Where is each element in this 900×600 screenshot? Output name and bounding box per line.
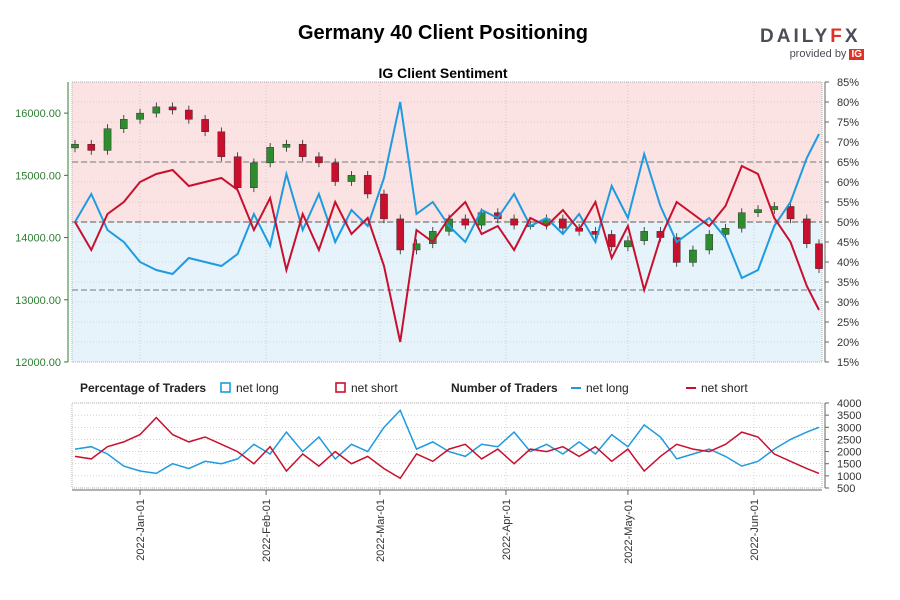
price-tick-label: 12000.00 [15, 357, 61, 369]
sentiment-tick-label: 80% [837, 97, 859, 109]
count-tick-label: 4000 [837, 398, 861, 410]
candle [705, 234, 714, 251]
candle [607, 234, 616, 248]
sentiment-tick-label: 40% [837, 257, 859, 269]
price-tick-label: 14000.00 [15, 233, 61, 245]
chart-title: Germany 40 Client Positioning [297, 22, 589, 44]
sentiment-tick-label: 25% [837, 317, 859, 329]
candle [559, 218, 567, 229]
count-tick-label: 1500 [837, 459, 861, 471]
candle [624, 240, 632, 248]
sentiment-tick-label: 65% [837, 157, 859, 169]
price-tick-label: 16000.00 [15, 108, 61, 120]
candle [815, 243, 823, 269]
candle [380, 193, 388, 220]
count-tick-label: 500 [837, 483, 855, 495]
net-short-zone [72, 82, 822, 222]
candle [119, 119, 128, 129]
count-tick-label: 3000 [837, 422, 861, 434]
candle [510, 218, 518, 226]
sentiment-tick-label: 70% [837, 137, 859, 149]
candle [71, 144, 79, 149]
legend-label-count-net-long: net long [586, 381, 629, 395]
count-tick-label: 2000 [837, 447, 861, 459]
logo-provided-by: provided by IG [789, 48, 864, 60]
candle [282, 144, 291, 148]
candle [803, 218, 811, 244]
candle [266, 147, 274, 164]
sentiment-tick-label: 35% [837, 277, 859, 289]
legend-swatch-net-short [335, 382, 346, 393]
candle [754, 209, 762, 213]
candle [152, 106, 161, 114]
sentiment-tick-label: 55% [837, 197, 859, 209]
price-sentiment-panel: 12000.00 13000.00 14000.00 15000.00 16000.00… [15, 77, 859, 369]
sentiment-tick-label: 15% [837, 357, 859, 369]
candle [233, 156, 242, 188]
sentiment-tick-label: 85% [837, 77, 859, 89]
net-short-pct-line [74, 164, 820, 343]
date-axis: 2022-Jan-01 2022-Feb-01 2022-Mar-01 2022-Ap… [72, 489, 822, 564]
candle [298, 144, 307, 157]
candle [461, 218, 470, 226]
plot-frame [71, 81, 823, 363]
x-tick-label: 2022-Jun-01 [749, 499, 761, 561]
x-tick-label: 2022-May-01 [623, 499, 635, 564]
net-long-count-line [74, 408, 820, 475]
legend-title-percentage: Percentage of Traders [80, 381, 206, 395]
candle [786, 206, 795, 220]
count-tick-label: 2500 [837, 434, 861, 446]
candle [103, 128, 112, 151]
candle [347, 175, 356, 182]
candle [363, 175, 372, 195]
candle [185, 109, 193, 120]
chart-subtitle: IG Client Sentiment [378, 65, 508, 81]
candle [87, 144, 96, 151]
candle [412, 243, 421, 251]
plot-frame [71, 402, 823, 489]
sentiment-tick-label: 50% [837, 217, 859, 229]
legend-label-net-short: net short [351, 381, 398, 395]
candle [721, 228, 730, 235]
candle [250, 162, 258, 188]
sentiment-tick-label: 60% [837, 177, 859, 189]
count-tick-label: 1000 [837, 471, 861, 483]
chart-legend: Percentage of Traders net long net short Nu… [80, 381, 748, 395]
candle [136, 112, 144, 120]
legend-title-number: Number of Traders [451, 381, 558, 395]
candle [201, 119, 209, 132]
x-tick-label: 2022-Apr-01 [501, 499, 513, 560]
candle [331, 162, 339, 182]
net-long-zone [72, 222, 822, 362]
net-long-pct-line [74, 101, 820, 280]
legend-label-net-long: net long [236, 381, 279, 395]
x-tick-label: 2022-Jan-01 [135, 499, 147, 561]
net-short-count-line [74, 416, 820, 480]
dailyfx-logo[interactable]: DAILYFX provided by IG [760, 26, 870, 60]
logo-wordmark: DAILYFX [760, 26, 861, 47]
x-tick-label: 2022-Mar-01 [375, 499, 387, 562]
ig-logo-icon: IG [849, 49, 864, 60]
sentiment-tick-label: 30% [837, 297, 859, 309]
count-tick-label: 3500 [837, 410, 861, 422]
price-tick-label: 15000.00 [15, 170, 61, 182]
sentiment-tick-label: 45% [837, 237, 859, 249]
legend-label-count-net-short: net short [701, 381, 748, 395]
candle [396, 218, 405, 251]
candle [315, 156, 323, 164]
candle [640, 231, 648, 241]
candle [737, 212, 746, 229]
sentiment-tick-label: 20% [837, 337, 859, 349]
legend-swatch-net-long [220, 382, 231, 393]
candle [168, 106, 177, 111]
candle [672, 237, 681, 263]
sentiment-tick-label: 75% [837, 117, 859, 129]
x-tick-label: 2022-Feb-01 [261, 499, 273, 562]
candle [217, 131, 226, 157]
candle [689, 249, 697, 263]
price-tick-label: 13000.00 [15, 295, 61, 307]
